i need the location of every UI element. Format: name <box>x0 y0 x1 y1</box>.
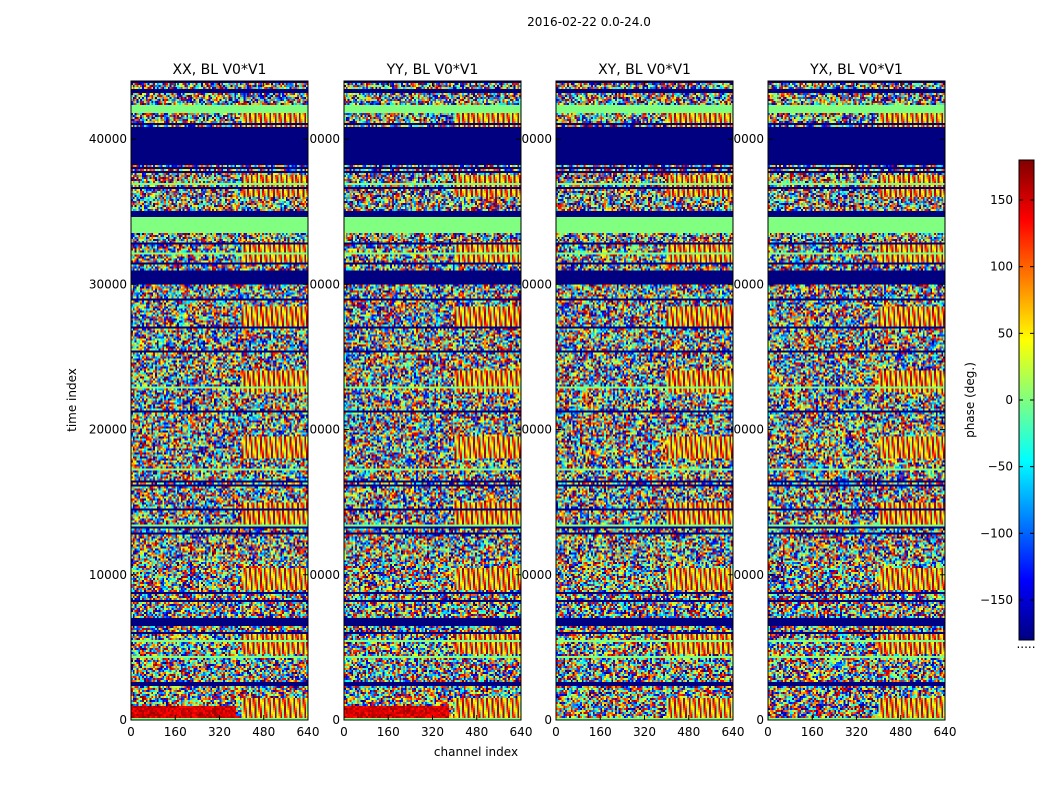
y-tick-label: 0 <box>119 713 127 727</box>
panel-title: XY, BL V0*V1 <box>598 62 691 78</box>
panel-title: XX, BL V0*V1 <box>173 62 267 78</box>
x-tick-label: 480 <box>889 725 912 739</box>
y-tick-label: 40000 <box>89 132 127 146</box>
x-tick-label: 640 <box>934 725 957 739</box>
colorbar-gradient <box>1019 160 1034 640</box>
phase-heatmap-yy <box>344 81 521 720</box>
y-tick-label: 0000 <box>733 277 764 291</box>
x-tick-label: 480 <box>465 725 488 739</box>
y-tick-label: 0000 <box>309 423 340 437</box>
phase-heatmap-yx <box>768 81 945 720</box>
y-axis-label: time index <box>65 368 79 432</box>
x-axis-label: channel index <box>434 745 518 759</box>
y-tick-label: 20000 <box>89 423 127 437</box>
y-tick-label: 0000 <box>521 568 552 582</box>
x-tick-label: 0 <box>552 725 560 739</box>
y-tick-label: 10000 <box>89 568 127 582</box>
colorbar-tick-label: 0 <box>1005 393 1013 407</box>
y-tick-label: 30000 <box>89 277 127 291</box>
y-tick-label: 0 <box>332 713 340 727</box>
figure-suptitle: 2016-02-22 0.0-24.0 <box>527 15 651 29</box>
colorbar-tick-label: 100 <box>990 260 1013 274</box>
phase-heatmap-xy <box>556 81 733 720</box>
colorbar-tick-label: −50 <box>988 460 1013 474</box>
panel-xy: XY, BL V0*V10 160 320 480 640000000000000000… <box>521 62 744 739</box>
colorbar: −150 −100 −50 0 50 100 150 <box>980 159 1035 641</box>
phase-heatmap-xx <box>131 81 308 720</box>
x-tick-label: 320 <box>421 725 444 739</box>
y-tick-label: 0000 <box>309 132 340 146</box>
colorbar-tick-label: 50 <box>998 326 1013 340</box>
x-tick-label: 0 <box>127 725 135 739</box>
colorbar-tick-label: −100 <box>980 526 1013 540</box>
x-tick-label: 320 <box>845 725 868 739</box>
y-tick-label: 0000 <box>521 132 552 146</box>
y-tick-label: 0000 <box>733 423 764 437</box>
y-tick-label: 0000 <box>733 568 764 582</box>
x-tick-label: 160 <box>164 725 187 739</box>
colorbar-tick-label: 150 <box>990 193 1013 207</box>
panel-yy: YY, BL V0*V10 160 320 480 640000000000000000… <box>309 62 532 739</box>
x-tick-label: 160 <box>377 725 400 739</box>
x-tick-label: 160 <box>801 725 824 739</box>
colorbar-footnote: ..... <box>1016 637 1035 651</box>
panel-title: YX, BL V0*V1 <box>809 62 903 78</box>
panel-yx: YX, BL V0*V10 160 320 480 640000000000000000… <box>733 62 956 739</box>
colorbar-tick-label: −150 <box>980 593 1013 607</box>
y-tick-label: 0000 <box>309 277 340 291</box>
y-tick-label: 0000 <box>521 423 552 437</box>
x-tick-label: 320 <box>633 725 656 739</box>
x-tick-label: 480 <box>252 725 275 739</box>
x-tick-label: 480 <box>677 725 700 739</box>
y-tick-label: 0000 <box>309 568 340 582</box>
y-tick-label: 0 <box>756 713 764 727</box>
panel-title: YY, BL V0*V1 <box>386 62 479 78</box>
x-tick-label: 0 <box>340 725 348 739</box>
x-tick-label: 320 <box>208 725 231 739</box>
panels-group: XX, BL V0*V1 0 160 320 480 640 0 10000 20000 3000… <box>89 62 957 739</box>
x-tick-label: 640 <box>297 725 320 739</box>
x-tick-label: 0 <box>764 725 772 739</box>
y-tick-label: 0 <box>544 713 552 727</box>
y-tick-label: 0000 <box>521 277 552 291</box>
panel-xx: XX, BL V0*V1 0 160 320 480 640 0 10000 20000 3000… <box>89 62 320 739</box>
x-tick-label: 160 <box>589 725 612 739</box>
x-tick-label: 640 <box>510 725 533 739</box>
y-tick-label: 0000 <box>733 132 764 146</box>
colorbar-label: phase (deg.) <box>963 362 977 438</box>
x-tick-label: 640 <box>722 725 745 739</box>
